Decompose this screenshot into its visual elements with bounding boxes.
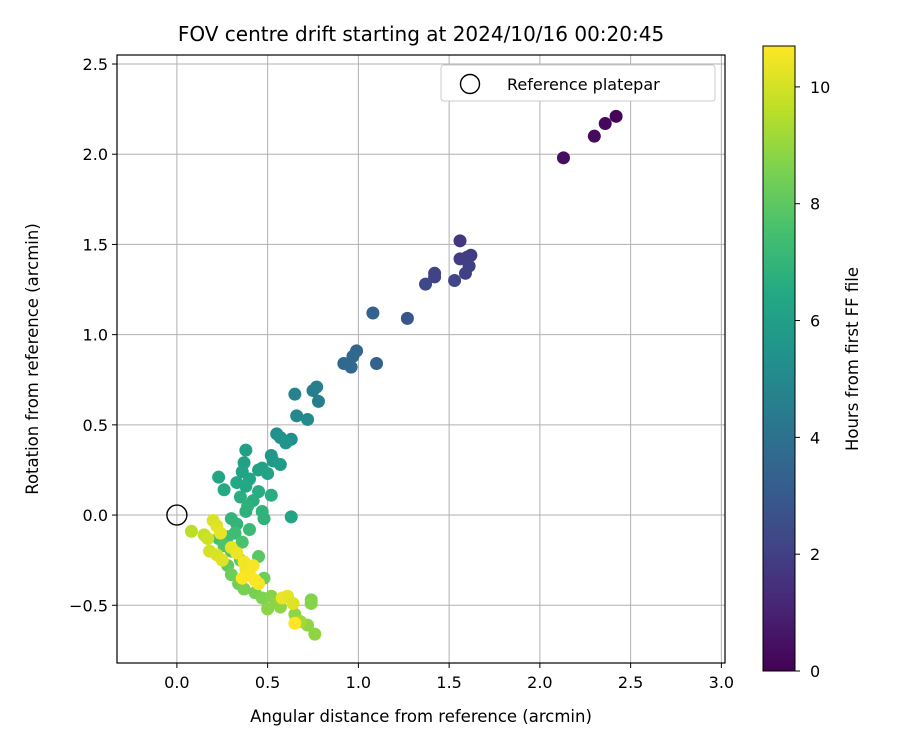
data-point bbox=[261, 602, 275, 616]
data-point bbox=[215, 553, 229, 567]
y-tick-label: 1.5 bbox=[83, 235, 108, 254]
x-axis-ticks: 0.0 0.5 1.0 1.5 2.0 2.5 3.0 bbox=[164, 663, 734, 692]
x-tick-label: 0.5 bbox=[255, 673, 280, 692]
data-point bbox=[366, 306, 380, 320]
data-point bbox=[230, 546, 244, 560]
x-tick-label: 0.0 bbox=[164, 673, 189, 692]
y-tick-label: 2.0 bbox=[83, 145, 108, 164]
data-point bbox=[556, 151, 570, 165]
legend-marker-reference bbox=[459, 73, 481, 95]
data-point bbox=[248, 573, 262, 587]
data-point bbox=[246, 559, 260, 573]
data-point bbox=[344, 360, 358, 374]
data-point bbox=[301, 412, 315, 426]
y-axis-ticks: −0.5 0.0 0.5 1.0 1.5 2.0 2.5 bbox=[69, 55, 117, 615]
colorbar-ticks: 0 2 4 6 8 10 bbox=[795, 78, 830, 681]
data-point bbox=[239, 479, 253, 493]
data-point bbox=[400, 311, 414, 325]
data-point bbox=[609, 109, 623, 123]
colorbar-tick-label: 10 bbox=[810, 78, 830, 97]
plot-frame bbox=[116, 54, 726, 664]
x-tick-label: 2.0 bbox=[527, 673, 552, 692]
reference-platepar-marker bbox=[166, 504, 188, 526]
data-point bbox=[237, 582, 251, 596]
data-point bbox=[239, 504, 253, 518]
reference-marker-layer bbox=[166, 504, 188, 526]
legend-label-reference: Reference platepar bbox=[507, 75, 660, 94]
x-tick-label: 3.0 bbox=[709, 673, 734, 692]
colorbar-tick-label: 8 bbox=[810, 195, 820, 214]
data-point bbox=[252, 463, 266, 477]
x-tick-label: 1.5 bbox=[436, 673, 461, 692]
data-point bbox=[264, 488, 278, 502]
data-point bbox=[448, 274, 462, 288]
data-point bbox=[419, 277, 433, 291]
data-point bbox=[257, 512, 271, 526]
data-point bbox=[290, 409, 304, 423]
data-point bbox=[235, 571, 249, 585]
x-tick-label: 2.5 bbox=[618, 673, 643, 692]
data-point bbox=[242, 522, 256, 536]
data-point bbox=[346, 349, 360, 363]
data-point bbox=[304, 596, 318, 610]
data-point bbox=[233, 490, 247, 504]
data-point bbox=[311, 394, 325, 408]
y-tick-label: 1.0 bbox=[83, 326, 108, 345]
y-tick-label: 0.0 bbox=[83, 506, 108, 525]
x-axis-label: Angular distance from reference (arcmin) bbox=[250, 707, 592, 726]
colorbar-gradient bbox=[762, 45, 796, 672]
x-tick-label: 1.0 bbox=[346, 673, 371, 692]
data-points bbox=[184, 109, 623, 641]
data-point bbox=[428, 270, 442, 284]
data-point bbox=[453, 252, 467, 266]
data-point bbox=[598, 117, 612, 131]
data-point bbox=[284, 510, 298, 524]
data-point bbox=[212, 470, 226, 484]
data-point bbox=[273, 458, 287, 472]
data-point bbox=[224, 568, 238, 582]
data-point bbox=[308, 627, 322, 641]
data-point bbox=[288, 387, 302, 401]
data-point bbox=[288, 616, 302, 630]
data-point bbox=[217, 483, 231, 497]
data-point bbox=[370, 357, 384, 371]
colorbar-tick-label: 6 bbox=[810, 312, 820, 331]
legend: Reference platepar bbox=[440, 64, 716, 102]
y-tick-label: −0.5 bbox=[69, 596, 108, 615]
data-point bbox=[458, 266, 472, 280]
y-axis-label: Rotation from reference (arcmin) bbox=[23, 223, 42, 495]
data-point bbox=[201, 532, 215, 546]
data-point bbox=[279, 436, 293, 450]
colorbar-label: Hours from first FF file bbox=[843, 267, 862, 451]
colorbar-tick-label: 4 bbox=[810, 428, 820, 447]
data-point bbox=[213, 526, 227, 540]
colorbar: 0 2 4 6 8 10 Hours from first FF file bbox=[762, 45, 862, 681]
colorbar-tick-label: 2 bbox=[810, 545, 820, 564]
data-point bbox=[453, 234, 467, 248]
legend-box bbox=[440, 64, 716, 102]
data-point bbox=[184, 524, 198, 538]
colorbar-tick-label: 0 bbox=[810, 662, 820, 681]
grid bbox=[117, 55, 725, 663]
y-tick-label: 0.5 bbox=[83, 416, 108, 435]
chart-title: FOV centre drift starting at 2024/10/16 … bbox=[178, 22, 664, 46]
y-tick-label: 2.5 bbox=[83, 55, 108, 74]
data-point bbox=[587, 129, 601, 143]
data-point bbox=[286, 596, 300, 610]
data-point bbox=[235, 535, 249, 549]
data-point bbox=[306, 384, 320, 398]
data-point bbox=[239, 443, 253, 457]
